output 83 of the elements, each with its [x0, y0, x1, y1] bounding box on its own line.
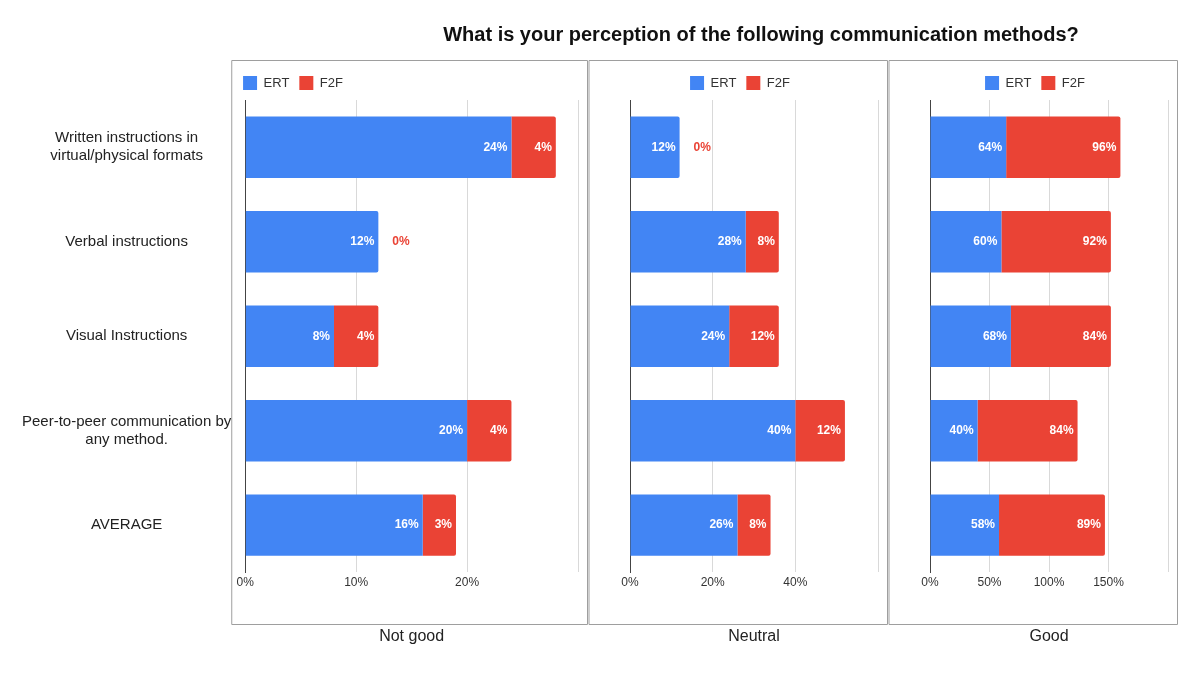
bar	[245, 399, 468, 462]
text: What is your perception of the following communication methods?	[443, 22, 1079, 46]
data-label: 4%	[490, 422, 508, 437]
bar	[1010, 305, 1111, 367]
x-tick-label: 0%	[921, 574, 939, 589]
bar	[930, 305, 1011, 367]
data-label: 4%	[534, 139, 553, 154]
bar	[245, 116, 512, 178]
data-label: 40%	[767, 422, 792, 437]
bar	[630, 494, 738, 556]
data-label: 89%	[1076, 517, 1102, 532]
x-tick-label: 40%	[783, 574, 808, 589]
data-label: 92%	[1082, 234, 1108, 249]
data-label: 12%	[651, 139, 676, 154]
data-label: 8%	[757, 234, 776, 249]
x-tick-label: 20%	[700, 574, 725, 589]
bar	[630, 116, 680, 178]
bar	[977, 399, 1078, 462]
data-label: 60%	[973, 234, 998, 249]
data-label: 8%	[749, 517, 767, 532]
bar	[467, 399, 512, 462]
data-label: 24%	[483, 139, 508, 154]
data-label: 0%	[392, 234, 411, 249]
bar	[795, 399, 845, 462]
y-tick-label: Peer-to-peer communication by any method.	[22, 411, 232, 447]
x-tick-label: 10%	[344, 574, 369, 589]
x-axis-title: Not good	[379, 626, 445, 644]
data-label: 68%	[982, 328, 1008, 343]
data-label: 28%	[717, 234, 743, 249]
bar	[745, 211, 779, 273]
y-tick-label: Verbal instructions	[65, 231, 188, 249]
data-label: 84%	[1049, 422, 1074, 437]
y-tick-label: Visual Instructions	[65, 326, 188, 344]
bar	[930, 399, 978, 462]
bar	[737, 494, 771, 556]
bar	[630, 211, 746, 273]
x-tick-label: 100%	[1033, 574, 1065, 589]
legend-label: ERT	[263, 74, 290, 90]
bar	[333, 305, 379, 367]
bar	[1006, 116, 1121, 178]
bar	[630, 305, 730, 367]
data-label: 12%	[350, 234, 375, 249]
data-label: 96%	[1092, 139, 1117, 154]
legend-label: F2F	[319, 74, 343, 90]
bar	[422, 494, 456, 556]
bar	[245, 211, 379, 273]
x-axis-title: Neutral	[728, 626, 780, 644]
x-tick-label: 150%	[1093, 574, 1125, 589]
x-tick-label: 0%	[236, 574, 255, 589]
y-tick-label: Written instructions in virtual/physical formats	[50, 128, 203, 164]
x-tick-label: 0%	[621, 574, 639, 589]
x-axis-title: Good	[1029, 626, 1069, 644]
data-label: 24%	[701, 328, 726, 343]
bar	[245, 494, 423, 556]
legend-label: F2F	[766, 74, 790, 90]
data-label: 40%	[949, 422, 974, 437]
data-label: 64%	[978, 139, 1003, 154]
bar	[245, 305, 334, 367]
data-label: 12%	[816, 422, 842, 437]
data-label: 84%	[1082, 328, 1108, 343]
legend-label: ERT	[1005, 74, 1032, 90]
bar	[630, 399, 796, 462]
bar	[1001, 211, 1111, 273]
data-label: 4%	[357, 328, 375, 343]
data-label: 0%	[693, 139, 712, 154]
legend-label: ERT	[710, 74, 737, 90]
bar	[930, 116, 1007, 178]
legend-label: F2F	[1061, 74, 1085, 90]
bar	[930, 211, 1002, 273]
data-label: 12%	[750, 328, 776, 343]
x-tick-label: 50%	[977, 574, 1002, 589]
bar	[999, 494, 1105, 556]
bar	[930, 494, 1000, 556]
data-label: 20%	[439, 422, 464, 437]
data-label: 8%	[312, 328, 331, 343]
data-label: 16%	[394, 517, 420, 532]
bar	[511, 116, 556, 178]
x-tick-label: 20%	[455, 574, 480, 589]
bar	[729, 305, 779, 367]
data-label: 3%	[434, 517, 453, 532]
data-label: 58%	[970, 517, 996, 532]
data-label: 26%	[709, 517, 734, 532]
y-tick-label: AVERAGE	[90, 515, 163, 533]
